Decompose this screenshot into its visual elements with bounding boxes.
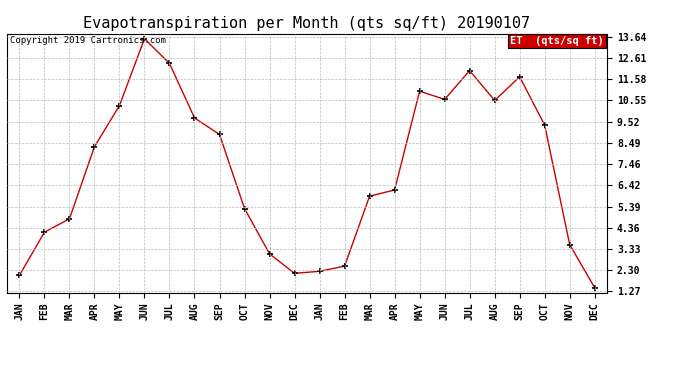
- Title: Evapotranspiration per Month (qts sq/ft) 20190107: Evapotranspiration per Month (qts sq/ft)…: [83, 16, 531, 31]
- Text: ET  (qts/sq ft): ET (qts/sq ft): [511, 36, 604, 46]
- Text: Copyright 2019 Cartronics.com: Copyright 2019 Cartronics.com: [10, 36, 166, 45]
